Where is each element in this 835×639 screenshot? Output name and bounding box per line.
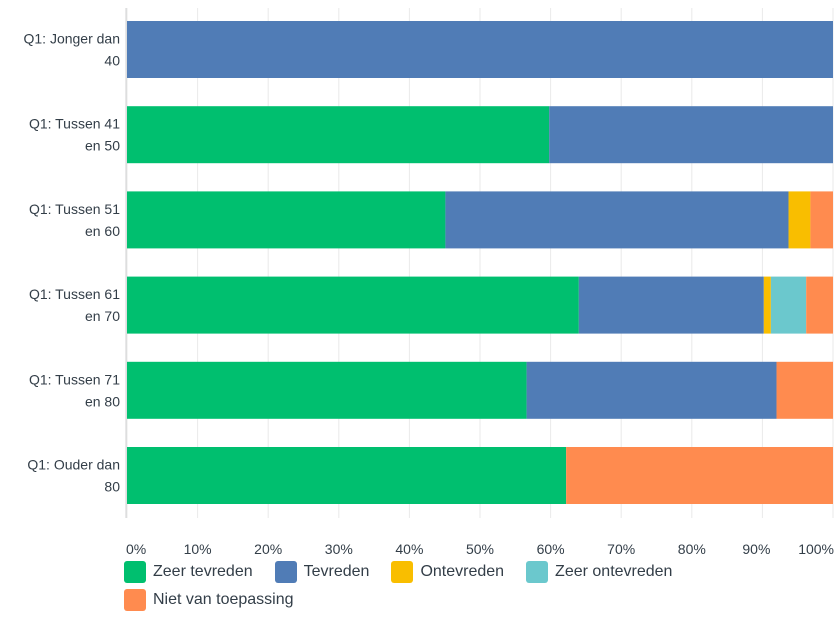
x-tick-label: 70% — [607, 541, 635, 557]
bar-segment — [788, 191, 811, 249]
category-label: Q1: Ouder dan 80 — [27, 457, 120, 495]
x-tick-label: 100% — [798, 541, 834, 557]
category-label: Q1: Tussen 51 en 60 — [29, 201, 120, 239]
legend-label: Zeer ontevreden — [555, 563, 673, 580]
legend-swatch — [124, 561, 146, 583]
category-label: Q1: Tussen 71 en 80 — [29, 371, 120, 409]
legend-item: Ontevreden — [391, 561, 504, 583]
bar-segment — [776, 361, 833, 419]
category-labels: Q1: Jonger dan 40 Q1: Tussen 41 en 50 Q1: Tu… — [23, 31, 120, 495]
bar-segment — [445, 191, 789, 249]
legend-item: Zeer ontevreden — [526, 561, 672, 583]
legend-label: Ontevreden — [420, 563, 505, 580]
bar-segment — [770, 276, 807, 334]
bar-segment — [763, 276, 771, 334]
x-tick-label: 60% — [537, 541, 565, 557]
bars — [127, 21, 833, 504]
x-tick-label: 40% — [395, 541, 423, 557]
bar-segment — [127, 361, 527, 419]
grid-lines — [126, 8, 834, 518]
x-tick-label: 30% — [325, 541, 353, 557]
category-label: Q1: Jonger dan 40 — [23, 31, 120, 69]
bar-segment — [578, 276, 764, 334]
legend-item: Niet van toepassing — [124, 589, 294, 611]
stacked-bar-chart: Q1: Jonger dan 40 Q1: Tussen 41 en 50 Q1: Tu… — [23, 8, 834, 557]
category-label: Q1: Tussen 41 en 50 — [29, 116, 120, 154]
x-tick-label: 50% — [466, 541, 494, 557]
bar-segment — [810, 191, 833, 249]
legend-label: Tevreden — [303, 563, 370, 580]
bar-segment — [127, 21, 833, 78]
bar-segment — [127, 447, 567, 504]
bar-segment — [127, 191, 446, 249]
legend-label: Niet van toepassing — [153, 591, 294, 608]
x-tick-labels: 0% 10% 20% 30% 40% 50% 60% 70% 80% 90% 100% — [126, 541, 834, 557]
bar-segment — [806, 276, 833, 334]
category-label: Q1: Tussen 61 en 70 — [29, 286, 120, 324]
legend-label: Zeer tevreden — [153, 563, 253, 580]
legend-swatch — [526, 561, 549, 583]
legend-item: Tevreden — [274, 561, 370, 583]
legend-swatch — [124, 589, 146, 611]
legend: Zeer tevreden Tevreden Ontevreden Zeer onte… — [124, 561, 824, 611]
bar-segment — [549, 106, 833, 164]
bar-segment — [127, 276, 579, 334]
bar-segment — [127, 106, 550, 164]
legend-swatch — [274, 561, 297, 583]
legend-swatch — [391, 561, 414, 583]
x-tick-label: 80% — [678, 541, 706, 557]
bar-segment — [526, 361, 777, 419]
x-tick-label: 10% — [184, 541, 212, 557]
x-tick-label: 0% — [126, 541, 146, 557]
bar-segment — [566, 447, 833, 504]
x-tick-label: 90% — [742, 541, 770, 557]
legend-item: Zeer tevreden — [124, 561, 253, 583]
x-tick-label: 20% — [254, 541, 282, 557]
